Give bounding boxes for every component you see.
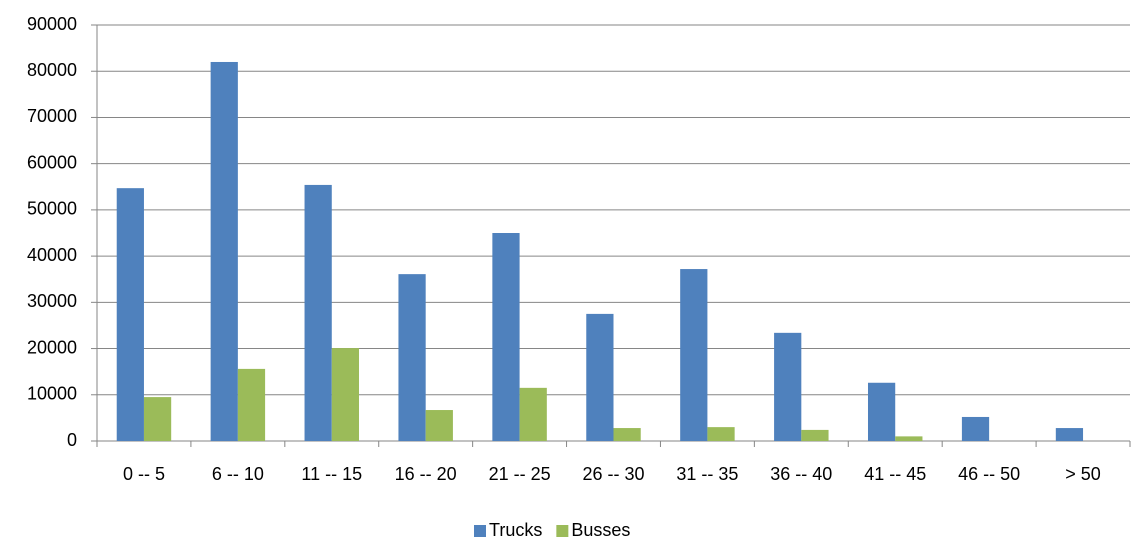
x-tick-label: 16 -- 20 bbox=[395, 464, 457, 484]
bar bbox=[895, 436, 923, 441]
bar bbox=[680, 269, 708, 441]
bar bbox=[210, 61, 238, 441]
bar bbox=[143, 397, 172, 441]
bar bbox=[586, 313, 614, 441]
y-tick-label: 60000 bbox=[27, 152, 77, 172]
x-tick-label: 26 -- 30 bbox=[582, 464, 644, 484]
legend-label: Trucks bbox=[489, 520, 542, 540]
legend-label: Busses bbox=[571, 520, 630, 540]
bar bbox=[237, 368, 266, 441]
y-tick-label: 90000 bbox=[27, 14, 77, 34]
y-tick-label: 40000 bbox=[27, 245, 77, 265]
y-tick-label: 30000 bbox=[27, 291, 77, 311]
bar bbox=[613, 428, 641, 441]
bar bbox=[116, 188, 144, 441]
x-tick-label: > 50 bbox=[1065, 464, 1101, 484]
x-tick-label: 6 -- 10 bbox=[212, 464, 264, 484]
bar bbox=[1055, 428, 1084, 441]
x-tick-label: 46 -- 50 bbox=[958, 464, 1020, 484]
bar bbox=[801, 429, 829, 441]
bar bbox=[398, 274, 426, 441]
y-tick-label: 10000 bbox=[27, 384, 77, 404]
y-tick-label: 0 bbox=[67, 430, 77, 450]
x-tick-label: 36 -- 40 bbox=[770, 464, 832, 484]
bar bbox=[492, 233, 520, 441]
x-tick-label: 21 -- 25 bbox=[489, 464, 551, 484]
legend-swatch bbox=[556, 525, 569, 537]
y-tick-label: 70000 bbox=[27, 106, 77, 126]
bar bbox=[707, 427, 735, 441]
legend-swatch bbox=[474, 525, 486, 537]
x-tick-label: 41 -- 45 bbox=[864, 464, 926, 484]
x-tick-label: 11 -- 15 bbox=[301, 464, 362, 484]
bar bbox=[774, 332, 802, 441]
x-tick-label: 0 -- 5 bbox=[123, 464, 165, 484]
bar bbox=[425, 410, 453, 441]
x-tick-label: 31 -- 35 bbox=[676, 464, 738, 484]
bar bbox=[331, 348, 360, 441]
bar bbox=[519, 387, 547, 441]
y-tick-label: 80000 bbox=[27, 60, 77, 80]
bar bbox=[961, 416, 990, 441]
y-tick-label: 50000 bbox=[27, 199, 77, 219]
bar bbox=[867, 382, 896, 441]
bar bbox=[304, 184, 332, 441]
y-tick-label: 20000 bbox=[27, 337, 77, 357]
